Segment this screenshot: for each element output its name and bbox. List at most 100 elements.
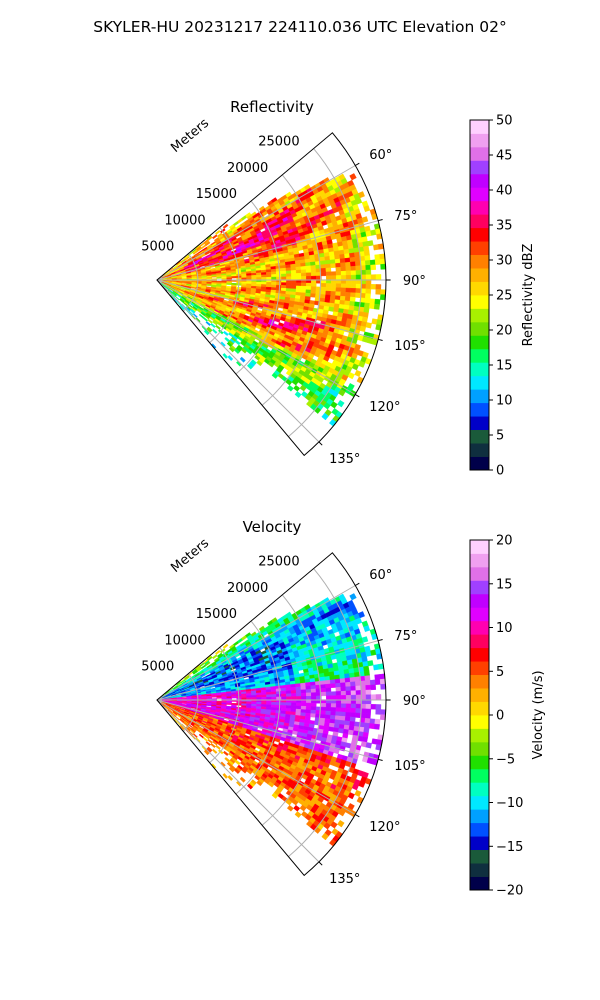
range-tick-label: 20000: [227, 161, 268, 176]
range-gate-bin: [330, 707, 337, 712]
range-tick-label: 5000: [141, 240, 174, 255]
range-gate-bin: [355, 694, 362, 700]
range-gate-bin: [357, 191, 365, 199]
range-gate-bin: [251, 277, 257, 280]
range-gate-bin: [380, 683, 386, 690]
range-gate-bin: [330, 263, 337, 269]
velocity-field: [160, 593, 387, 847]
range-gate-bin: [215, 324, 221, 330]
range-gate-bin: [310, 706, 317, 711]
range-gate-bin: [339, 678, 346, 684]
azimuth-tick: [378, 338, 383, 341]
range-gate-bin: [335, 266, 342, 272]
colorbar-segment: [470, 375, 489, 390]
range-tick-label: 15000: [196, 607, 237, 622]
range-gate-bin: [363, 250, 370, 257]
range-gate-bin: [239, 776, 246, 783]
range-gate-bin: [369, 259, 376, 266]
range-gate-bin: [256, 274, 262, 278]
range-gate-bin: [339, 673, 346, 680]
range-gate-bin: [310, 282, 317, 288]
range-gate-bin: [227, 775, 234, 781]
range-gate-bin: [374, 679, 381, 685]
range-gate-bin: [325, 710, 332, 716]
range-gate-bin: [206, 704, 212, 707]
range-gate-bin: [201, 745, 207, 751]
range-gate-bin: [367, 660, 374, 667]
range-gate-bin: [364, 260, 371, 266]
range-gate-bin: [286, 384, 294, 392]
range-gate-bin: [369, 679, 376, 686]
colorbar-tick-label: 40: [496, 184, 513, 199]
range-gate-bin: [350, 694, 357, 700]
range-gate-bin: [325, 275, 332, 280]
range-gate-bin: [355, 274, 362, 280]
range-gate-bin: [305, 268, 312, 274]
range-gate-bin: [222, 773, 228, 779]
range-gate-bin: [374, 718, 381, 725]
range-gate-bin: [320, 691, 327, 697]
range-gate-bin: [365, 283, 372, 290]
range-gate-bin: [375, 289, 382, 295]
range-gate-bin: [339, 715, 346, 721]
range-gate-bin: [310, 688, 317, 693]
range-gate-bin: [251, 275, 257, 278]
range-gate-bin: [296, 696, 302, 700]
range-gate-bin: [285, 270, 292, 275]
range-gate-bin: [335, 703, 342, 709]
range-gate-bin: [184, 256, 190, 261]
range-tick-label: 10000: [164, 213, 205, 228]
azimuth-tick: [318, 441, 323, 446]
range-gate-bin: [355, 260, 361, 267]
range-gate-bin: [320, 294, 326, 299]
colorbar-segment: [470, 308, 489, 323]
range-gate-bin: [310, 289, 317, 295]
range-gate-bin: [276, 276, 282, 280]
range-gate-bin: [271, 276, 277, 280]
range-gate-bin: [290, 285, 297, 290]
range-gate-bin: [330, 283, 337, 288]
range-gate-bin: [211, 748, 218, 754]
colorbar-ticks: 0 5 10 15 20 25 30 35 40 45 50: [496, 114, 513, 479]
range-gate-bin: [335, 707, 342, 713]
range-gate-bin: [320, 703, 327, 708]
range-gate-bin: [256, 697, 262, 701]
range-gate-bin: [164, 270, 170, 275]
range-gate-bin: [330, 291, 337, 296]
range-gate-bin: [320, 264, 327, 269]
range-gate-bin: [364, 680, 371, 686]
range-gate-bin: [212, 234, 218, 240]
range-gate-bin: [296, 276, 302, 280]
colorbar-segment: [470, 429, 489, 444]
range-gate-bin: [370, 264, 377, 271]
range-gate-bin: [334, 258, 341, 264]
range-gate-bin: [275, 271, 282, 275]
range-gate-bin: [359, 325, 367, 333]
colorbar-segment: [470, 281, 489, 296]
reflectivity-field: [160, 173, 387, 427]
colorbar-tick-label: 35: [496, 219, 513, 234]
range-gate-bin: [271, 274, 277, 278]
range-gate-bin: [305, 286, 312, 291]
range-tick-label: 25000: [258, 135, 299, 150]
colorbar-tick-label: 0: [496, 464, 504, 479]
range-gate-bin: [293, 384, 301, 392]
colorbar-segment: [470, 133, 489, 148]
range-gate-bin: [344, 677, 351, 683]
range-gate-bin: [291, 702, 297, 707]
range-gate-bin: [350, 703, 357, 709]
range-gate-bin: [325, 695, 332, 700]
range-gate-bin: [349, 721, 356, 727]
range-gate-bin: [340, 682, 346, 688]
range-gate-bin: [286, 273, 292, 278]
range-gate-bin: [222, 223, 229, 229]
range-gate-bin: [365, 708, 372, 715]
colorbar-segment: [470, 200, 489, 215]
range-gate-bin: [375, 274, 382, 280]
range-gate-bin: [339, 258, 346, 264]
range-gate-bin: [365, 713, 371, 719]
range-gate-bin: [201, 325, 207, 331]
range-gate-bin: [324, 259, 331, 265]
range-gate-bin: [349, 252, 356, 259]
range-gate-bin: [211, 695, 217, 698]
